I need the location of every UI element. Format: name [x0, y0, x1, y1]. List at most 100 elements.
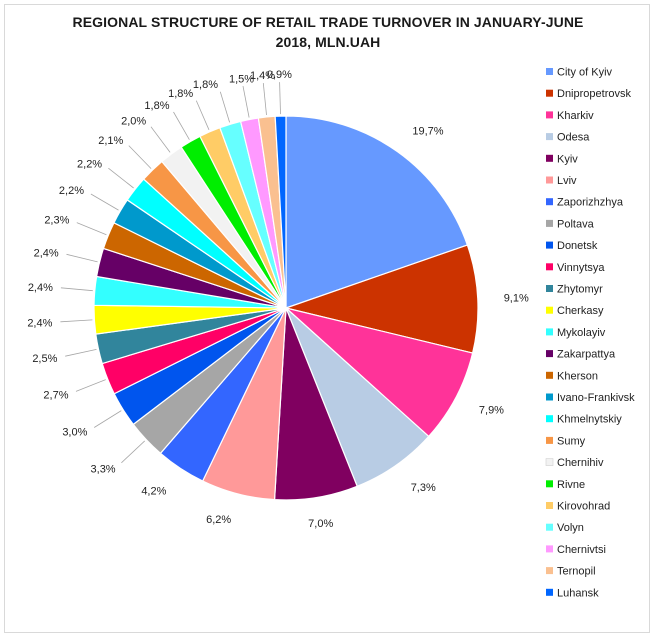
legend-label: Volyn: [557, 522, 584, 534]
leader-line: [262, 83, 267, 116]
legend-swatch: [546, 415, 553, 423]
legend-label: Poltava: [557, 218, 595, 230]
leader-lines: [60, 82, 281, 464]
data-label: 1,5%: [229, 73, 254, 85]
legend-entry: Mykolayiv: [546, 327, 606, 339]
legend-label: Zaporizhzhya: [557, 197, 624, 209]
legend-label: Kherson: [557, 370, 598, 382]
legend-swatch: [546, 436, 553, 444]
legend-swatch: [546, 89, 553, 97]
legend-label: Dnipropetrovsk: [557, 88, 631, 100]
legend-entry: Lviv: [546, 175, 577, 187]
leader-line: [219, 91, 230, 123]
legend-entry: Kyiv: [546, 153, 578, 165]
legend-entry: Ternopil: [546, 566, 596, 578]
legend-swatch: [546, 350, 553, 358]
data-label: 0,9%: [267, 69, 292, 81]
legend-label: Lviv: [557, 175, 577, 187]
leader-line: [279, 82, 281, 115]
pie-slice-city-of-kyiv: [285, 115, 469, 309]
data-label: 3,3%: [91, 463, 116, 475]
leader-line: [128, 145, 152, 169]
legend-swatch: [546, 306, 553, 314]
legend-swatch: [546, 480, 553, 488]
leader-line: [76, 222, 107, 236]
legend-swatch: [546, 523, 553, 531]
chart-title: REGIONAL STRUCTURE OF RETAIL TRADE TURNO…: [0, 12, 656, 52]
legend-entry: Khmelnytskiy: [546, 414, 622, 426]
legend-swatch: [546, 111, 553, 119]
pie-slices: [93, 115, 479, 501]
data-label: 1,8%: [144, 100, 169, 112]
legend-swatch: [546, 567, 553, 575]
data-label: 2,1%: [98, 135, 123, 147]
leader-line: [60, 287, 93, 292]
data-label: 1,4%: [250, 70, 275, 82]
data-label: 2,0%: [121, 115, 146, 127]
pie-slice-luhansk: [274, 115, 287, 309]
legend-entry: Cherkasy: [546, 305, 604, 317]
pie-slice-kharkiv: [285, 307, 474, 438]
data-label: 7,3%: [411, 482, 436, 494]
legend-entry: Kirovohrad: [546, 501, 610, 513]
legend-entry: City of Kyiv: [546, 67, 613, 79]
legend-swatch: [546, 241, 553, 249]
legend-label: Chernihiv: [557, 457, 604, 469]
data-label: 4,2%: [141, 485, 166, 497]
legend-label: Chernivtsi: [557, 544, 606, 556]
legend-label: Ternopil: [557, 566, 596, 578]
legend-entry: Sumy: [546, 435, 586, 447]
legend-entry: Odesa: [546, 132, 590, 144]
legend-label: Kyiv: [557, 153, 578, 165]
legend-entry: Zakarpattya: [546, 349, 616, 361]
legend-swatch: [546, 198, 553, 206]
legend-label: Rivne: [557, 479, 585, 491]
leader-line: [150, 126, 171, 153]
legend-entry: Chernivtsi: [546, 544, 606, 556]
legend-label: Ivano-Frankivsk: [557, 392, 635, 404]
leader-line: [173, 111, 190, 140]
legend-entry: Kherson: [546, 370, 598, 382]
legend-label: Khmelnytskiy: [557, 414, 622, 426]
legend-swatch: [546, 154, 553, 162]
data-label: 2,2%: [77, 158, 102, 170]
legend-label: Zakarpattya: [557, 349, 616, 361]
data-label: 2,2%: [59, 185, 84, 197]
legend: City of Kyiv Dnipropetrovsk Kharkiv Odesa Ky…: [545, 67, 635, 599]
leader-line: [90, 193, 119, 211]
leader-line: [108, 167, 134, 189]
leader-line: [75, 379, 106, 392]
data-label: 2,5%: [32, 353, 57, 365]
legend-entry: Donetsk: [546, 240, 598, 252]
legend-label: Mykolayiv: [557, 327, 606, 339]
legend-entry: Vinnytsya: [546, 262, 605, 274]
legend-swatch: [546, 133, 553, 141]
legend-swatch: [546, 393, 553, 401]
chart-title-line-2: 2018, MLN.UAH: [275, 34, 381, 50]
legend-entry: Volyn: [546, 522, 584, 534]
leader-line: [195, 100, 210, 131]
data-label: 2,4%: [28, 282, 53, 294]
legend-entry: Luhansk: [546, 587, 599, 599]
legend-swatch: [546, 176, 553, 184]
leader-line: [242, 86, 250, 118]
legend-swatch: [545, 458, 554, 466]
legend-swatch: [546, 285, 553, 292]
legend-label: Kharkiv: [557, 110, 594, 122]
data-label: 2,4%: [27, 317, 52, 329]
leader-line: [121, 440, 145, 464]
legend-label: Cherkasy: [557, 305, 604, 317]
legend-swatch: [546, 263, 553, 271]
leader-line: [66, 253, 98, 263]
legend-label: City of Kyiv: [557, 67, 613, 79]
leader-line: [65, 349, 97, 357]
data-label: 1,8%: [168, 88, 193, 100]
data-label: 2,7%: [43, 389, 68, 401]
pie-slice-dnipropetrovsk: [283, 244, 479, 354]
legend-entry: Kharkiv: [546, 110, 594, 122]
legend-entry: Rivne: [546, 479, 585, 491]
legend-swatch: [546, 502, 553, 509]
legend-entry: Ivano-Frankivsk: [546, 392, 635, 404]
data-labels: 19,7% 9,1% 7,9% 7,3% 7,0% 6,2% 4,2% 3,3% 3,0% 2,7…: [27, 69, 529, 530]
